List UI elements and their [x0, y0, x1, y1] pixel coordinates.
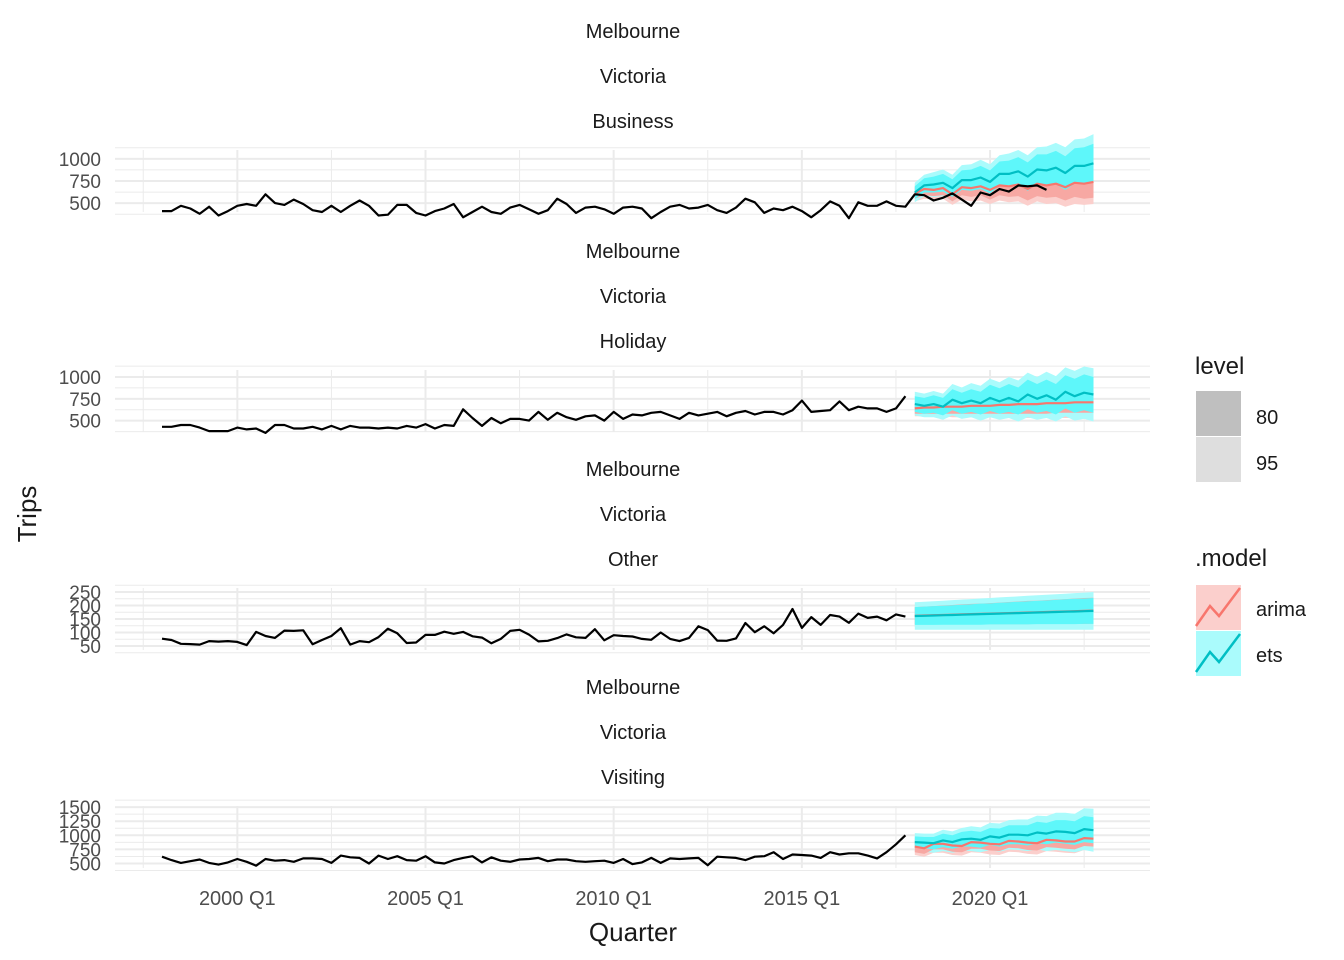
- facet-panels: MelbourneVictoriaBusiness5007501000Melbo…: [59, 21, 1150, 910]
- x-tick-label: 2010 Q1: [575, 888, 652, 910]
- ets-band-80: [914, 598, 1094, 625]
- strip-label-region: Melbourne: [586, 677, 681, 699]
- legend-label-level-80: 80: [1256, 407, 1278, 429]
- y-tick-label: 250: [69, 583, 101, 604]
- strip-label-purpose: Holiday: [600, 331, 667, 353]
- ets-forecast-line: [914, 162, 1094, 194]
- y-tick-label: 50: [80, 637, 101, 658]
- ets-forecast-line: [914, 609, 1094, 618]
- strip-label-state: Victoria: [600, 722, 667, 744]
- legend-line-ets: [1194, 633, 1241, 673]
- y-tick-label: 1000: [59, 368, 101, 389]
- y-tick-label: 1000: [59, 826, 101, 847]
- x-tick-label: 2015 Q1: [763, 888, 840, 910]
- x-tick-label: 2020 Q1: [952, 888, 1029, 910]
- legend-label-level-95: 95: [1256, 453, 1278, 475]
- arima-forecast-line: [914, 836, 1094, 850]
- legend-key-arima: [1196, 585, 1241, 630]
- history-line: [161, 607, 906, 647]
- legend-model-title: .model: [1195, 545, 1267, 572]
- x-axis-label: Quarter: [589, 917, 677, 947]
- ets-forecast-line: [914, 390, 1094, 408]
- legend-label-arima: arima: [1256, 599, 1307, 621]
- legend-key-level-80: [1196, 391, 1241, 436]
- y-tick-label: 1000: [59, 150, 101, 171]
- strip-label-purpose: Business: [592, 111, 673, 133]
- y-tick-label: 1250: [59, 812, 101, 833]
- y-tick-label: 750: [69, 172, 101, 193]
- y-tick-label: 150: [69, 610, 101, 631]
- strip-label-state: Victoria: [600, 504, 667, 526]
- history-line: [162, 395, 907, 434]
- y-tick-label: 750: [69, 840, 101, 861]
- legend-label-ets: ets: [1256, 645, 1283, 667]
- y-tick-label: 500: [69, 194, 101, 215]
- strip-label-state: Victoria: [600, 66, 667, 88]
- strip-label-state: Victoria: [600, 286, 667, 308]
- y-tick-label: 500: [69, 412, 101, 433]
- strip-label-region: Melbourne: [586, 21, 681, 43]
- y-tick-label: 1500: [59, 798, 101, 819]
- y-tick-label: 200: [69, 597, 101, 618]
- x-tick-label: 2000 Q1: [199, 888, 276, 910]
- legend-key-ets: [1196, 631, 1241, 676]
- strip-label-region: Melbourne: [586, 459, 681, 481]
- y-axis-label: Trips: [12, 486, 42, 543]
- ets-band-80: [914, 374, 1094, 416]
- y-tick-label: 500: [69, 854, 101, 875]
- history-line: [161, 834, 907, 867]
- ets-forecast-line: [914, 827, 1094, 845]
- arima-forecast-line: [914, 180, 1094, 196]
- strip-label-purpose: Other: [608, 549, 658, 571]
- legend-line-arima: [1194, 587, 1241, 627]
- x-tick-label: 2005 Q1: [387, 888, 464, 910]
- legend-level-title: level: [1195, 353, 1244, 380]
- y-tick-label: 750: [69, 390, 101, 411]
- history-line: [162, 184, 1047, 220]
- strip-label-region: Melbourne: [586, 241, 681, 263]
- y-tick-label: 100: [69, 623, 101, 644]
- panel-visiting: Melbourne Victoria Visiting 500750100012501…: [59, 677, 1150, 875]
- strip-label-purpose: Visiting: [601, 767, 665, 789]
- legend: level 80 95 .model arima ets: [1194, 353, 1307, 676]
- legend-key-level-95: [1196, 437, 1241, 482]
